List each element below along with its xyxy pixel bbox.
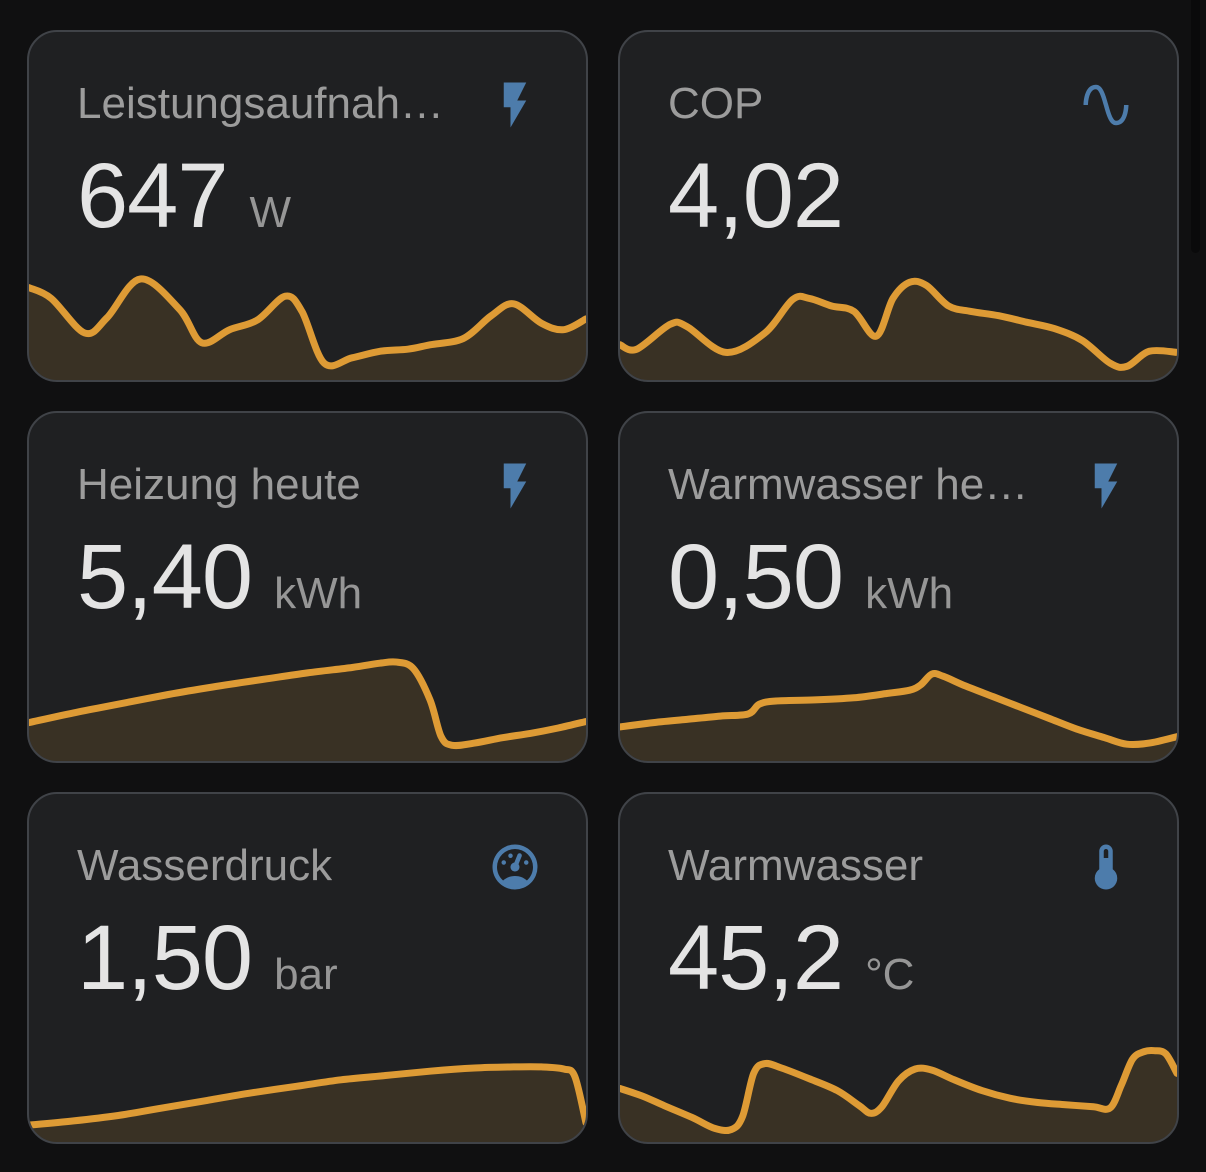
card-title: Heizung heute xyxy=(77,460,361,509)
card-header: COP xyxy=(620,32,1177,132)
card-unit: W xyxy=(249,188,292,237)
card-unit: °C xyxy=(865,950,915,999)
sensor-card[interactable]: COP 4,02 xyxy=(618,30,1179,382)
card-value-row: 45,2 °C xyxy=(620,894,1177,1007)
sensor-card[interactable]: Leistungsaufnah… 647 W xyxy=(27,30,588,382)
sensor-card[interactable]: Heizung heute 5,40 kWh xyxy=(27,411,588,763)
card-value-row: 4,02 xyxy=(620,132,1177,245)
card-value-row: 5,40 kWh xyxy=(29,513,586,626)
card-value: 5,40 xyxy=(77,526,253,628)
card-value: 647 xyxy=(77,145,228,247)
sparkline-graph xyxy=(29,643,586,761)
card-unit: bar xyxy=(274,950,338,999)
card-value-row: 1,50 bar xyxy=(29,894,586,1007)
card-value: 1,50 xyxy=(77,907,253,1009)
card-title: Warmwasser xyxy=(668,841,924,890)
sensor-card[interactable]: Warmwasser 45,2 °C xyxy=(618,792,1179,1144)
card-unit: kWh xyxy=(274,569,363,618)
card-title: Leistungsaufnah… xyxy=(77,79,444,128)
sparkline-graph xyxy=(620,1024,1177,1142)
card-header: Warmwasser xyxy=(620,794,1177,894)
card-title: Wasserdruck xyxy=(77,841,333,890)
sparkline-graph xyxy=(29,1024,586,1142)
card-header: Warmwasser he… xyxy=(620,413,1177,513)
card-header: Wasserdruck xyxy=(29,794,586,894)
card-title: Warmwasser he… xyxy=(668,460,1029,509)
sparkline-graph xyxy=(29,262,586,380)
card-header: Heizung heute xyxy=(29,413,586,513)
sparkline-graph xyxy=(620,262,1177,380)
card-header: Leistungsaufnah… xyxy=(29,32,586,132)
flash-icon xyxy=(1079,459,1133,513)
flash-icon xyxy=(488,459,542,513)
card-value-row: 0,50 kWh xyxy=(620,513,1177,626)
card-value-row: 647 W xyxy=(29,132,586,245)
card-unit: kWh xyxy=(865,569,954,618)
flash-icon xyxy=(488,78,542,132)
card-value: 0,50 xyxy=(668,526,844,628)
dashboard-card-grid: Leistungsaufnah… 647 W COP 4,02 Heizung … xyxy=(27,30,1179,1144)
scrollbar-thumb[interactable] xyxy=(1191,0,1200,253)
card-value: 45,2 xyxy=(668,907,844,1009)
thermometer-icon xyxy=(1079,840,1133,894)
sparkline-graph xyxy=(620,643,1177,761)
sensor-card[interactable]: Warmwasser he… 0,50 kWh xyxy=(618,411,1179,763)
sine-wave-icon xyxy=(1079,78,1133,132)
card-title: COP xyxy=(668,79,764,128)
gauge-icon xyxy=(488,840,542,894)
sensor-card[interactable]: Wasserdruck 1,50 bar xyxy=(27,792,588,1144)
card-value: 4,02 xyxy=(668,145,844,247)
